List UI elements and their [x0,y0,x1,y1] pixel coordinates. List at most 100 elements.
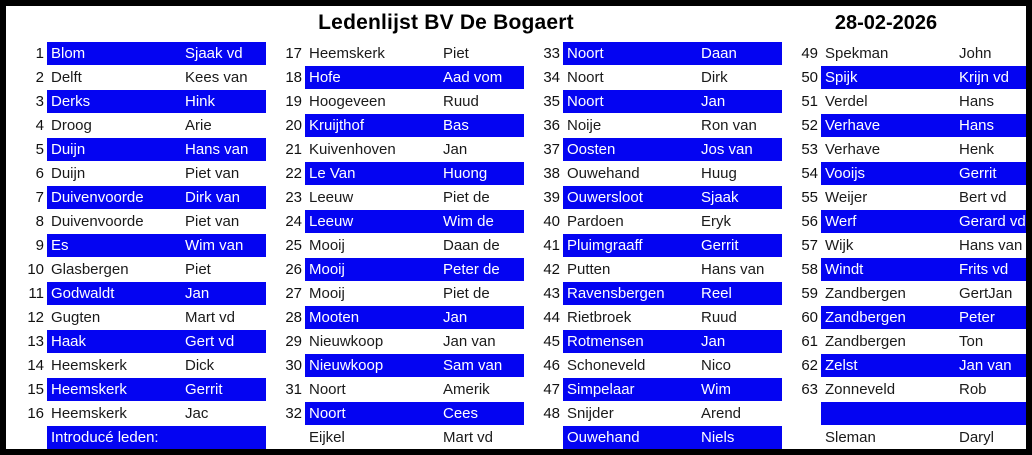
guest-surname: Ouwehand [567,428,640,446]
member-row: 49 Spekman John [782,41,1026,65]
member-firstname: Dick [185,356,215,374]
member-firstname: Hans van [959,236,1023,254]
member-table: 1 Blom Sjaak vd 2 Delft Kees van 3 Derks Hink 4 Dr… [6,41,1026,449]
member-surname: Delft [51,68,82,86]
member-surname: Nieuwkoop [309,332,384,350]
member-number: 6 [35,164,44,182]
member-firstname: Amerik [443,380,490,398]
member-firstname: John [959,44,992,62]
member-firstname: Hink [185,92,216,110]
member-number: 3 [35,92,44,110]
member-names: Gugten Mart vd [47,306,266,329]
member-firstname: Eryk [701,212,731,230]
sheet-header: Ledenlijst BV De Bogaert 28-02-2026 [6,6,1026,41]
member-row: 61 Zandbergen Ton [782,329,1026,353]
member-row: 14 Heemskerk Dick [8,353,266,377]
member-highlight-bar: Noort Daan [563,41,782,65]
member-names: Weijer Bert vd [821,186,1026,209]
member-surname: Nieuwkoop [309,356,384,374]
introduce-leden-label: Introducé leden: [51,428,159,446]
guest-names: Sleman Daryl [821,426,1026,449]
member-number: 10 [27,260,44,278]
member-surname: Verhave [825,140,881,158]
member-row: 52 Verhave Hans [782,113,1026,137]
member-row: 51 Verdel Hans [782,89,1026,113]
member-row: 23 Leeuw Piet de [266,185,524,209]
member-number: 21 [285,140,302,158]
member-firstname: Gerrit [701,236,739,254]
member-surname: Duivenvoorde [51,212,144,230]
member-row: 32 Noort Cees [266,401,524,425]
member-names: Heemskerk Jac [47,402,266,425]
introduce-label-bar: Introducé leden: [47,425,266,449]
member-names: Heemskerk Dick [47,354,266,377]
member-firstname: Rob [959,380,987,398]
member-firstname: Jan van [443,332,496,350]
member-firstname: Dirk [701,68,728,86]
member-surname: Derks [51,92,91,110]
member-row: 34 Noort Dirk [524,65,782,89]
guest-row: Ouwehand Niels [524,425,782,449]
member-row: 31 Noort Amerik [266,377,524,401]
guest-surname: Eijkel [309,428,345,446]
member-surname: Rietbroek [567,308,632,326]
member-number: 54 [801,164,818,182]
member-firstname: Peter de [443,260,500,278]
member-highlight-bar: Es Wim van [47,233,266,257]
member-names: Delft Kees van [47,66,266,89]
member-row: 48 Snijder Arend [524,401,782,425]
member-firstname: Jan [701,92,726,110]
member-number: 31 [285,380,302,398]
member-row: 44 Rietbroek Ruud [524,305,782,329]
member-firstname: Wim [701,380,731,398]
member-number: 25 [285,236,302,254]
member-surname: Droog [51,116,92,134]
member-highlight-bar: Pluimgraaff Gerrit [563,233,782,257]
guest-firstname: Niels [701,428,735,446]
member-highlight-bar: Duijn Hans van [47,137,266,161]
member-firstname: GertJan [959,284,1013,302]
member-firstname: Piet de [443,188,490,206]
member-number: 15 [27,380,44,398]
member-surname: Duijn [51,164,86,182]
member-number: 57 [801,236,818,254]
member-names: Schoneveld Nico [563,354,782,377]
member-names: Glasbergen Piet [47,258,266,281]
member-firstname: Aad vom [443,68,503,86]
member-row: 47 Simpelaar Wim [524,377,782,401]
member-number: 23 [285,188,302,206]
member-number: 27 [285,284,302,302]
member-highlight-bar: Nieuwkoop Sam van [305,353,524,377]
member-names: Spekman John [821,42,1026,65]
member-firstname: Gerard vd [959,212,1026,230]
member-number: 41 [543,236,560,254]
guest-firstname: Daryl [959,428,995,446]
member-names: Pardoen Eryk [563,210,782,233]
member-firstname: Jan van [959,356,1012,374]
member-firstname: Dirk van [185,188,241,206]
member-highlight-bar: Zandbergen Peter [821,305,1026,329]
member-row: 38 Ouwehand Huug [524,161,782,185]
member-number: 42 [543,260,560,278]
member-highlight-bar: Mooten Jan [305,305,524,329]
member-names: Leeuw Piet de [305,186,524,209]
member-names: Hoogeveen Ruud [305,90,524,113]
member-number: 51 [801,92,818,110]
member-surname: Pardoen [567,212,624,230]
member-firstname: Frits vd [959,260,1009,278]
member-row: 7 Duivenvoorde Dirk van [8,185,266,209]
member-firstname: Hans [959,116,995,134]
member-surname: Heemskerk [309,44,385,62]
member-row: 16 Heemskerk Jac [8,401,266,425]
member-row: 57 Wijk Hans van [782,233,1026,257]
member-names: Noije Ron van [563,114,782,137]
member-number: 48 [543,404,560,422]
member-row: 1 Blom Sjaak vd [8,41,266,65]
member-row: 2 Delft Kees van [8,65,266,89]
page-title: Ledenlijst BV De Bogaert [318,11,574,34]
member-row: 5 Duijn Hans van [8,137,266,161]
member-firstname: Piet van [185,164,240,182]
member-surname: Schoneveld [567,356,646,374]
member-row: 55 Weijer Bert vd [782,185,1026,209]
member-surname: Noort [567,44,604,62]
